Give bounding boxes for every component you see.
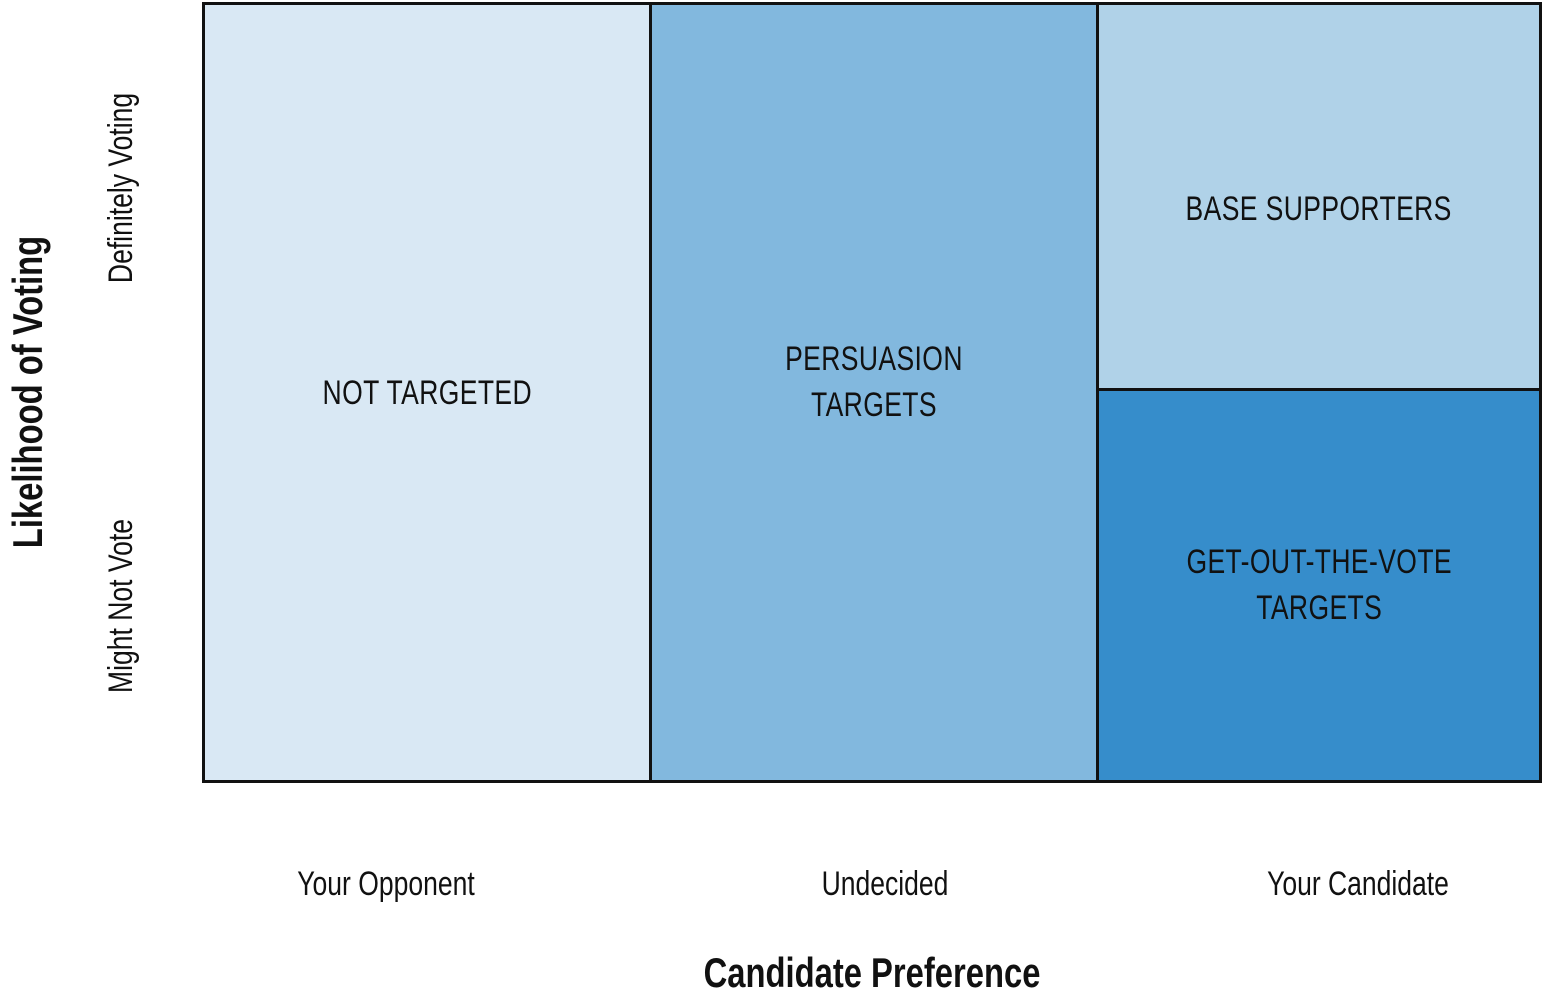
persuasion-targets-segment: PERSUASION TARGETS <box>649 2 1099 783</box>
y-tick-might-not-vote: Might Not Vote <box>102 519 140 693</box>
base-supporters-segment: BASE SUPPORTERS <box>1096 2 1542 391</box>
persuasion-targets-label-line-2: TARGETS <box>810 385 937 424</box>
get-out-the-vote-segment: GET-OUT-THE-VOTE TARGETS <box>1096 388 1542 783</box>
y-tick-definitely-voting: Definitely Voting <box>102 92 140 284</box>
x-tick-undecided: Undecided <box>821 865 949 903</box>
persuasion-targets-label-line-1: PERSUASION <box>785 339 963 378</box>
get-out-the-vote-label-line-2: TARGETS <box>1255 588 1382 627</box>
x-axis-title: Candidate Preference <box>703 949 1041 996</box>
x-tick-your-candidate: Your Candidate <box>1267 865 1449 903</box>
base-supporters-label: BASE SUPPORTERS <box>1186 186 1452 232</box>
persuasion-targets-label: PERSUASION TARGETS <box>785 336 963 428</box>
base-supporters-label-line-1: BASE SUPPORTERS <box>1185 190 1453 228</box>
not-targeted-segment: NOT TARGETED <box>202 2 652 783</box>
not-targeted-label: NOT TARGETED <box>322 370 532 416</box>
get-out-the-vote-label-line-1: GET-OUT-THE-VOTE <box>1186 542 1452 581</box>
not-targeted-label-line-1: NOT TARGETED <box>322 373 532 412</box>
y-axis-title: Likelihood of Voting <box>4 235 51 549</box>
x-tick-your-opponent: Your Opponent <box>297 865 475 903</box>
get-out-the-vote-label: GET-OUT-THE-VOTE TARGETS <box>1186 539 1452 631</box>
